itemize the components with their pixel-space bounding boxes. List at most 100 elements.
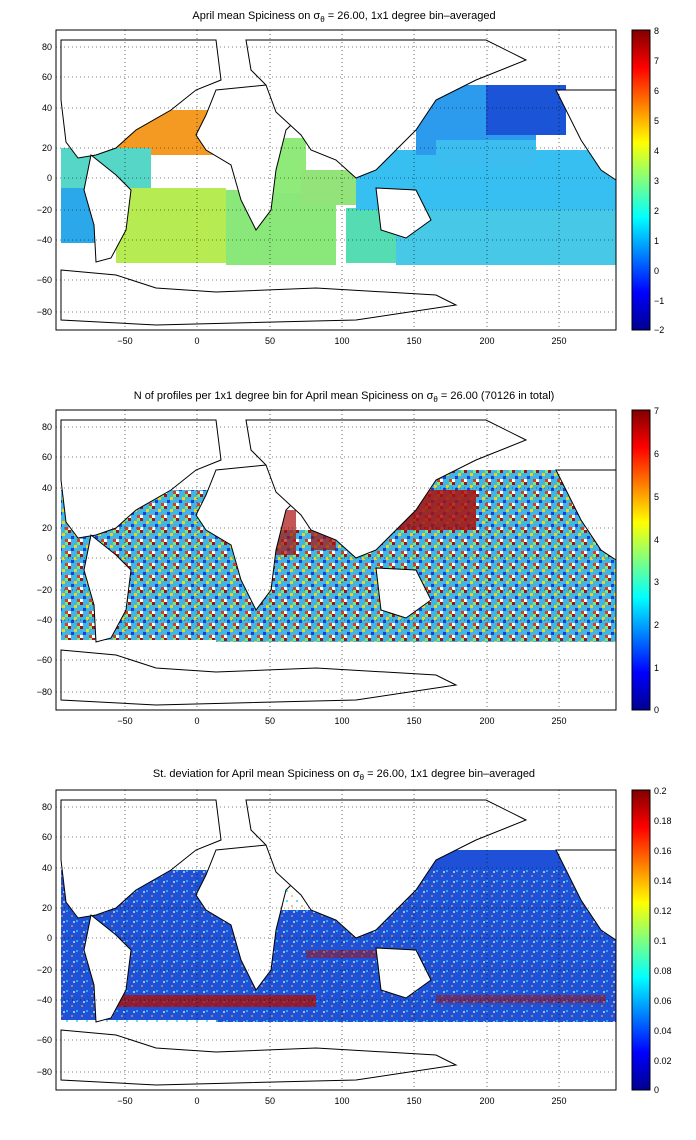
svg-text:2: 2 xyxy=(654,620,659,630)
panel-title: April mean Spiciness on σθ = 26.00, 1x1 … xyxy=(192,10,495,24)
svg-text:250: 250 xyxy=(551,1096,566,1106)
y-tick-labels: 80 60 40 20 0 −20 −40 −60 −80 xyxy=(37,802,52,1077)
panel-title: N of profiles per 1x1 degree bin for Apr… xyxy=(134,390,555,404)
svg-text:150: 150 xyxy=(406,716,421,726)
svg-text:200: 200 xyxy=(479,336,494,346)
svg-text:0.12: 0.12 xyxy=(654,906,672,916)
svg-text:200: 200 xyxy=(479,716,494,726)
svg-text:100: 100 xyxy=(334,1096,349,1106)
grid xyxy=(56,30,616,330)
svg-text:200: 200 xyxy=(479,1096,494,1106)
svg-text:−40: −40 xyxy=(37,235,52,245)
svg-text:40: 40 xyxy=(42,103,52,113)
continents xyxy=(60,39,617,326)
svg-text:−60: −60 xyxy=(37,655,52,665)
panel-count: N of profiles per 1x1 degree bin for Apr… xyxy=(37,390,659,726)
svg-text:150: 150 xyxy=(406,336,421,346)
x-tick-labels: −50 0 50 100 150 200 250 xyxy=(117,716,566,726)
svg-text:8: 8 xyxy=(654,26,659,36)
svg-text:7: 7 xyxy=(654,56,659,66)
grid xyxy=(56,410,616,710)
axes-frame xyxy=(55,409,617,711)
svg-text:0: 0 xyxy=(654,705,659,715)
svg-text:60: 60 xyxy=(42,452,52,462)
panel-mean: April mean Spiciness on σθ = 26.00, 1x1 … xyxy=(37,10,665,346)
svg-text:7: 7 xyxy=(654,406,659,416)
svg-text:0.06: 0.06 xyxy=(654,996,672,1006)
svg-text:−80: −80 xyxy=(37,307,52,317)
colorbar-gradient xyxy=(631,29,651,331)
svg-text:5: 5 xyxy=(654,492,659,502)
svg-text:0: 0 xyxy=(194,336,199,346)
colorbar: 7 6 5 4 3 2 1 0 xyxy=(631,406,659,715)
colorbar-tick-labels: 7 6 5 4 3 2 1 0 xyxy=(654,406,659,715)
svg-text:250: 250 xyxy=(551,716,566,726)
svg-text:2: 2 xyxy=(654,206,659,216)
svg-text:4: 4 xyxy=(654,535,659,545)
svg-text:5: 5 xyxy=(654,116,659,126)
svg-text:0: 0 xyxy=(47,933,52,943)
colorbar-tick-labels: 0.2 0.18 0.16 0.14 0.12 0.1 0.08 0.06 0.04 0.02 0 xyxy=(654,786,672,1095)
svg-text:−40: −40 xyxy=(37,615,52,625)
y-tick-labels: 80 60 40 20 0 −20 −40 −60 −80 xyxy=(37,42,52,317)
svg-text:60: 60 xyxy=(42,832,52,842)
svg-text:150: 150 xyxy=(406,1096,421,1106)
svg-text:3: 3 xyxy=(654,176,659,186)
svg-text:80: 80 xyxy=(42,802,52,812)
colorbar-tick-labels: 8 7 6 5 4 3 2 1 0 −1 −2 xyxy=(654,26,664,335)
svg-text:0.16: 0.16 xyxy=(654,846,672,856)
colorbar-gradient xyxy=(631,789,651,1091)
svg-text:−50: −50 xyxy=(117,716,132,726)
svg-text:0: 0 xyxy=(654,266,659,276)
svg-text:−50: −50 xyxy=(117,336,132,346)
panel-std: St. deviation for April mean Spiciness o… xyxy=(37,768,672,1106)
svg-text:250: 250 xyxy=(551,336,566,346)
svg-text:−60: −60 xyxy=(37,1035,52,1045)
svg-text:20: 20 xyxy=(42,523,52,533)
svg-text:0.2: 0.2 xyxy=(654,786,667,796)
svg-text:0.1: 0.1 xyxy=(654,936,667,946)
svg-text:0: 0 xyxy=(47,553,52,563)
svg-text:50: 50 xyxy=(265,716,275,726)
svg-text:6: 6 xyxy=(654,86,659,96)
svg-text:1: 1 xyxy=(654,236,659,246)
svg-text:−20: −20 xyxy=(37,585,52,595)
svg-text:20: 20 xyxy=(42,143,52,153)
continents xyxy=(60,419,617,706)
svg-text:−80: −80 xyxy=(37,1067,52,1077)
svg-text:6: 6 xyxy=(654,449,659,459)
svg-text:0.04: 0.04 xyxy=(654,1026,672,1036)
svg-text:−50: −50 xyxy=(117,1096,132,1106)
axes-frame xyxy=(55,29,617,331)
svg-text:0.08: 0.08 xyxy=(654,966,672,976)
svg-text:80: 80 xyxy=(42,42,52,52)
colorbar: 0.2 0.18 0.16 0.14 0.12 0.1 0.08 0.06 0.04 0.02 0 xyxy=(631,786,672,1095)
svg-text:0.14: 0.14 xyxy=(654,876,672,886)
panel-title: St. deviation for April mean Spiciness o… xyxy=(153,768,535,782)
colorbar: 8 7 6 5 4 3 2 1 0 −1 −2 xyxy=(631,26,664,335)
x-tick-labels: −50 0 50 100 150 200 250 xyxy=(117,336,566,346)
grid xyxy=(56,790,616,1090)
svg-text:40: 40 xyxy=(42,483,52,493)
svg-text:−2: −2 xyxy=(654,325,664,335)
svg-text:−1: −1 xyxy=(654,296,664,306)
svg-text:4: 4 xyxy=(654,146,659,156)
continents xyxy=(60,799,617,1086)
svg-text:0: 0 xyxy=(47,173,52,183)
svg-text:0: 0 xyxy=(194,716,199,726)
svg-text:50: 50 xyxy=(265,1096,275,1106)
svg-text:−60: −60 xyxy=(37,275,52,285)
svg-text:3: 3 xyxy=(654,577,659,587)
svg-text:40: 40 xyxy=(42,863,52,873)
svg-text:0.18: 0.18 xyxy=(654,816,672,826)
svg-text:60: 60 xyxy=(42,72,52,82)
svg-text:50: 50 xyxy=(265,336,275,346)
svg-text:−20: −20 xyxy=(37,965,52,975)
svg-text:−80: −80 xyxy=(37,687,52,697)
svg-text:20: 20 xyxy=(42,903,52,913)
y-tick-labels: 80 60 40 20 0 −20 −40 −60 −80 xyxy=(37,422,52,697)
svg-text:−20: −20 xyxy=(37,205,52,215)
svg-text:0.02: 0.02 xyxy=(654,1056,672,1066)
